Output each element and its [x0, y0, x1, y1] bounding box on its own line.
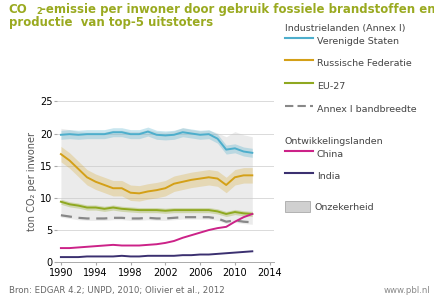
Text: -emissie per inwoner door gebruik fossiele brandstoffen en cement-: -emissie per inwoner door gebruik fossie… [41, 3, 434, 16]
Text: 2: 2 [36, 7, 42, 15]
Text: Onzekerheid: Onzekerheid [314, 203, 373, 212]
Text: CO: CO [9, 3, 27, 16]
Text: India: India [316, 172, 339, 181]
Text: China: China [316, 150, 343, 159]
Text: Bron: EDGAR 4.2; UNPD, 2010; Olivier et al., 2012: Bron: EDGAR 4.2; UNPD, 2010; Olivier et … [9, 286, 224, 295]
Text: Ontwikkelingslanden: Ontwikkelingslanden [284, 137, 383, 146]
Text: Annex I bandbreedte: Annex I bandbreedte [316, 105, 415, 114]
Text: productie  van top-5 uitstoters: productie van top-5 uitstoters [9, 16, 212, 30]
Text: EU-27: EU-27 [316, 82, 344, 91]
Text: Verenigde Staten: Verenigde Staten [316, 37, 398, 46]
Text: www.pbl.nl: www.pbl.nl [383, 286, 430, 295]
Text: Industrielanden (Annex I): Industrielanden (Annex I) [284, 24, 404, 33]
Y-axis label: ton CO₂ per inwoner: ton CO₂ per inwoner [27, 132, 37, 231]
Text: Russische Federatie: Russische Federatie [316, 59, 411, 68]
